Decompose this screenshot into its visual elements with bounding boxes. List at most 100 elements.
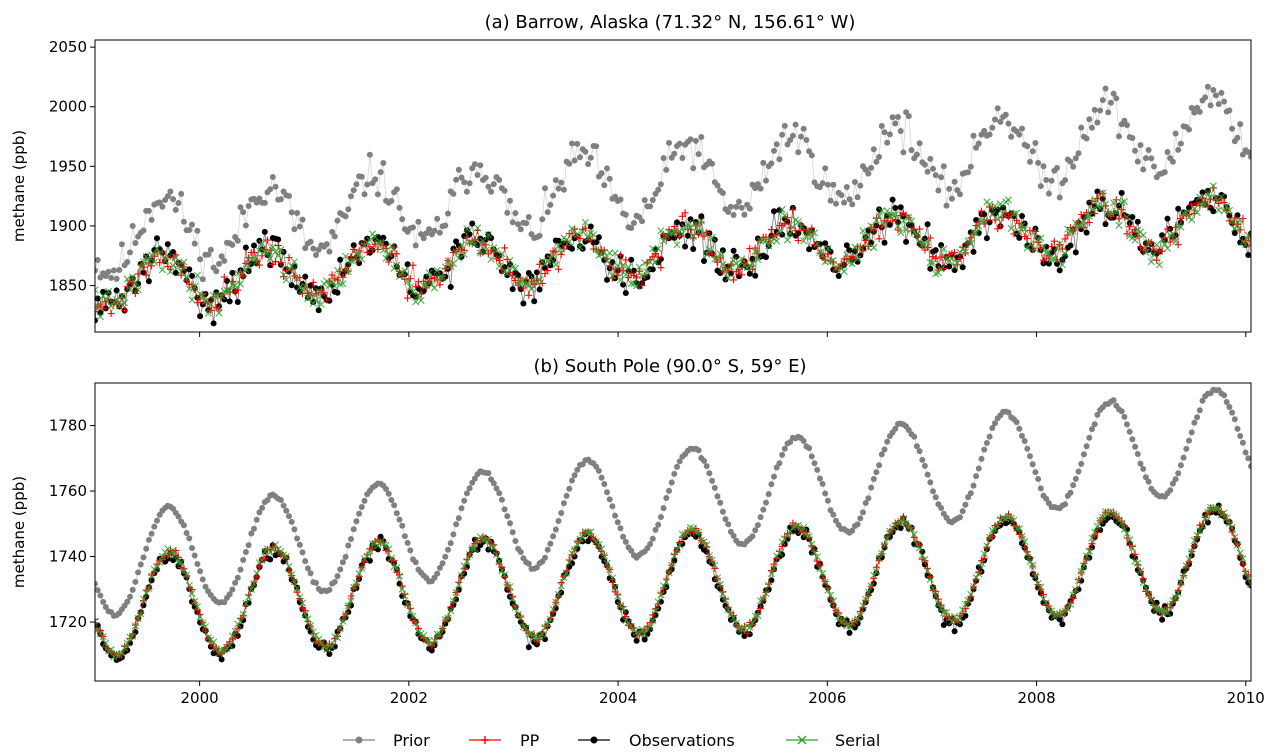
panel-a-pp-point: [563, 242, 571, 249]
panel-a-serial-point: [263, 249, 272, 257]
panel-b-serial-point: [924, 567, 932, 575]
panel-a-serial-point: [794, 218, 802, 226]
panel-b-prior-point: [283, 507, 290, 514]
panel-b-prior-point: [550, 533, 557, 540]
panel-b-serial-point: [870, 571, 878, 579]
panel-a-serial-point: [514, 278, 522, 286]
panel-a-serial-point: [379, 246, 387, 254]
panel-a-prior-point: [380, 160, 387, 166]
panel-a-prior-point: [687, 136, 694, 143]
panel-a-serial-point: [829, 256, 837, 264]
panel-b-serial-point: [899, 515, 907, 523]
panel-a-serial-point: [859, 227, 867, 235]
panel-b-prior-point: [1021, 438, 1028, 444]
panel-a-prior-point: [261, 199, 268, 206]
panel-a-observed-point: [482, 236, 489, 243]
panel-a-serial-point: [1039, 243, 1048, 251]
panel-b-prior-point: [647, 541, 654, 547]
panel-b-serial-point: [619, 605, 627, 613]
panel-a-prior-point: [849, 201, 856, 208]
panel-a-prior-point: [838, 192, 845, 199]
panel-a-serial-point: [748, 260, 757, 268]
panel-a-pp-point: [495, 257, 503, 264]
panel-b-prior-point: [291, 526, 298, 533]
panel-a-prior-point: [741, 211, 748, 218]
panel-b-serial-point: [875, 554, 883, 562]
panel-a-serial-point: [433, 266, 441, 274]
panel-b-prior-point: [242, 549, 249, 555]
panel-b-serial-point: [670, 552, 678, 560]
panel-b-prior-point: [695, 447, 702, 454]
panel-b-prior-point: [436, 564, 443, 571]
panel-b-serial-point: [1120, 525, 1128, 533]
panel-a-serial-point: [242, 266, 250, 274]
panel-a-prior-point: [296, 223, 303, 230]
panel-a-prior-point: [857, 182, 864, 189]
panel-a-serial-point: [589, 231, 598, 239]
panel-b-prior-point: [199, 576, 206, 583]
panel-b-serial-point: [363, 552, 371, 560]
panel-a-observed-point: [202, 291, 209, 297]
panel-a-prior-point: [655, 186, 662, 193]
panel-b-serial-point: [883, 534, 891, 542]
panel-b-prior-point: [129, 586, 136, 593]
panel-b-prior-point: [334, 573, 341, 580]
panel-a-prior-point: [1045, 190, 1052, 197]
panel-a-prior-point: [679, 155, 686, 161]
legend-prior-label: Prior: [393, 731, 430, 750]
panel-b-serial-point: [433, 630, 441, 638]
panel-b-serial-point: [517, 614, 525, 622]
panel-b-prior-point: [975, 465, 982, 472]
panel-b-observed-point: [525, 644, 532, 651]
panel-b-serial-point: [573, 540, 581, 549]
panel-b-serial-point: [1010, 516, 1018, 524]
panel-b-prior-point: [512, 538, 519, 544]
panel-b-serial-point: [131, 622, 139, 630]
panel-a-prior-point: [593, 143, 600, 150]
panel-a-observed-point: [364, 235, 371, 242]
panel-a-prior-point: [213, 268, 220, 275]
panel-b-serial-point: [1042, 599, 1050, 607]
panel-b-prior-point: [95, 580, 98, 587]
panel-a-serial-point: [616, 276, 625, 284]
panel-a-observed-point: [1021, 220, 1028, 227]
panel-b-prior-point: [145, 536, 152, 543]
panel-a-prior-point: [784, 141, 791, 148]
panel-b-serial-point: [1066, 600, 1075, 608]
panel-a-observed-point: [822, 240, 829, 247]
panel-a-prior-point: [1202, 94, 1209, 101]
panel-b-serial-point: [983, 542, 991, 550]
panel-b-y-tick-label: 1760: [49, 482, 87, 500]
panel-b-prior-point: [978, 455, 985, 462]
panel-b-prior-point: [921, 462, 928, 469]
panel-a-serial-point: [878, 207, 886, 215]
panel-a-serial-point: [1110, 199, 1118, 207]
panel-b-serial-point: [1228, 523, 1236, 531]
panel-a-serial-point: [897, 229, 905, 237]
panel-a-observed-point: [251, 242, 257, 249]
panel-a-prior-point: [113, 275, 120, 282]
panel-a-serial-point: [681, 224, 689, 232]
panel-a-prior-point: [310, 245, 317, 252]
panel-b-pp-point: [447, 603, 455, 611]
panel-a-serial-point: [864, 244, 872, 252]
panel-b-prior-point: [604, 489, 610, 496]
panel-b-prior-point: [396, 516, 403, 523]
panel-a-serial-point: [953, 259, 961, 267]
panel-b-serial-point: [686, 524, 695, 532]
panel-a-prior-point: [361, 191, 368, 198]
panel-b-serial-point: [1031, 572, 1039, 580]
panel-a-serial-point: [703, 250, 711, 258]
panel-b-pp-point: [622, 613, 630, 620]
panel-b-pp-point: [501, 573, 509, 580]
panel-a-pp-point: [996, 222, 1004, 230]
panel-a-observed-point: [604, 276, 610, 283]
panel-a-prior-point: [523, 220, 530, 227]
panel-a-observed-point: [154, 235, 160, 242]
panel-b-serial-point: [1185, 555, 1193, 563]
panel-b-serial-point: [1174, 589, 1182, 597]
panel-b-pp-point: [449, 598, 457, 606]
panel-b-serial-point: [315, 635, 323, 643]
panel-a-y-tick-label: 2050: [49, 38, 87, 56]
legend-observations-label: Observations: [629, 731, 735, 750]
